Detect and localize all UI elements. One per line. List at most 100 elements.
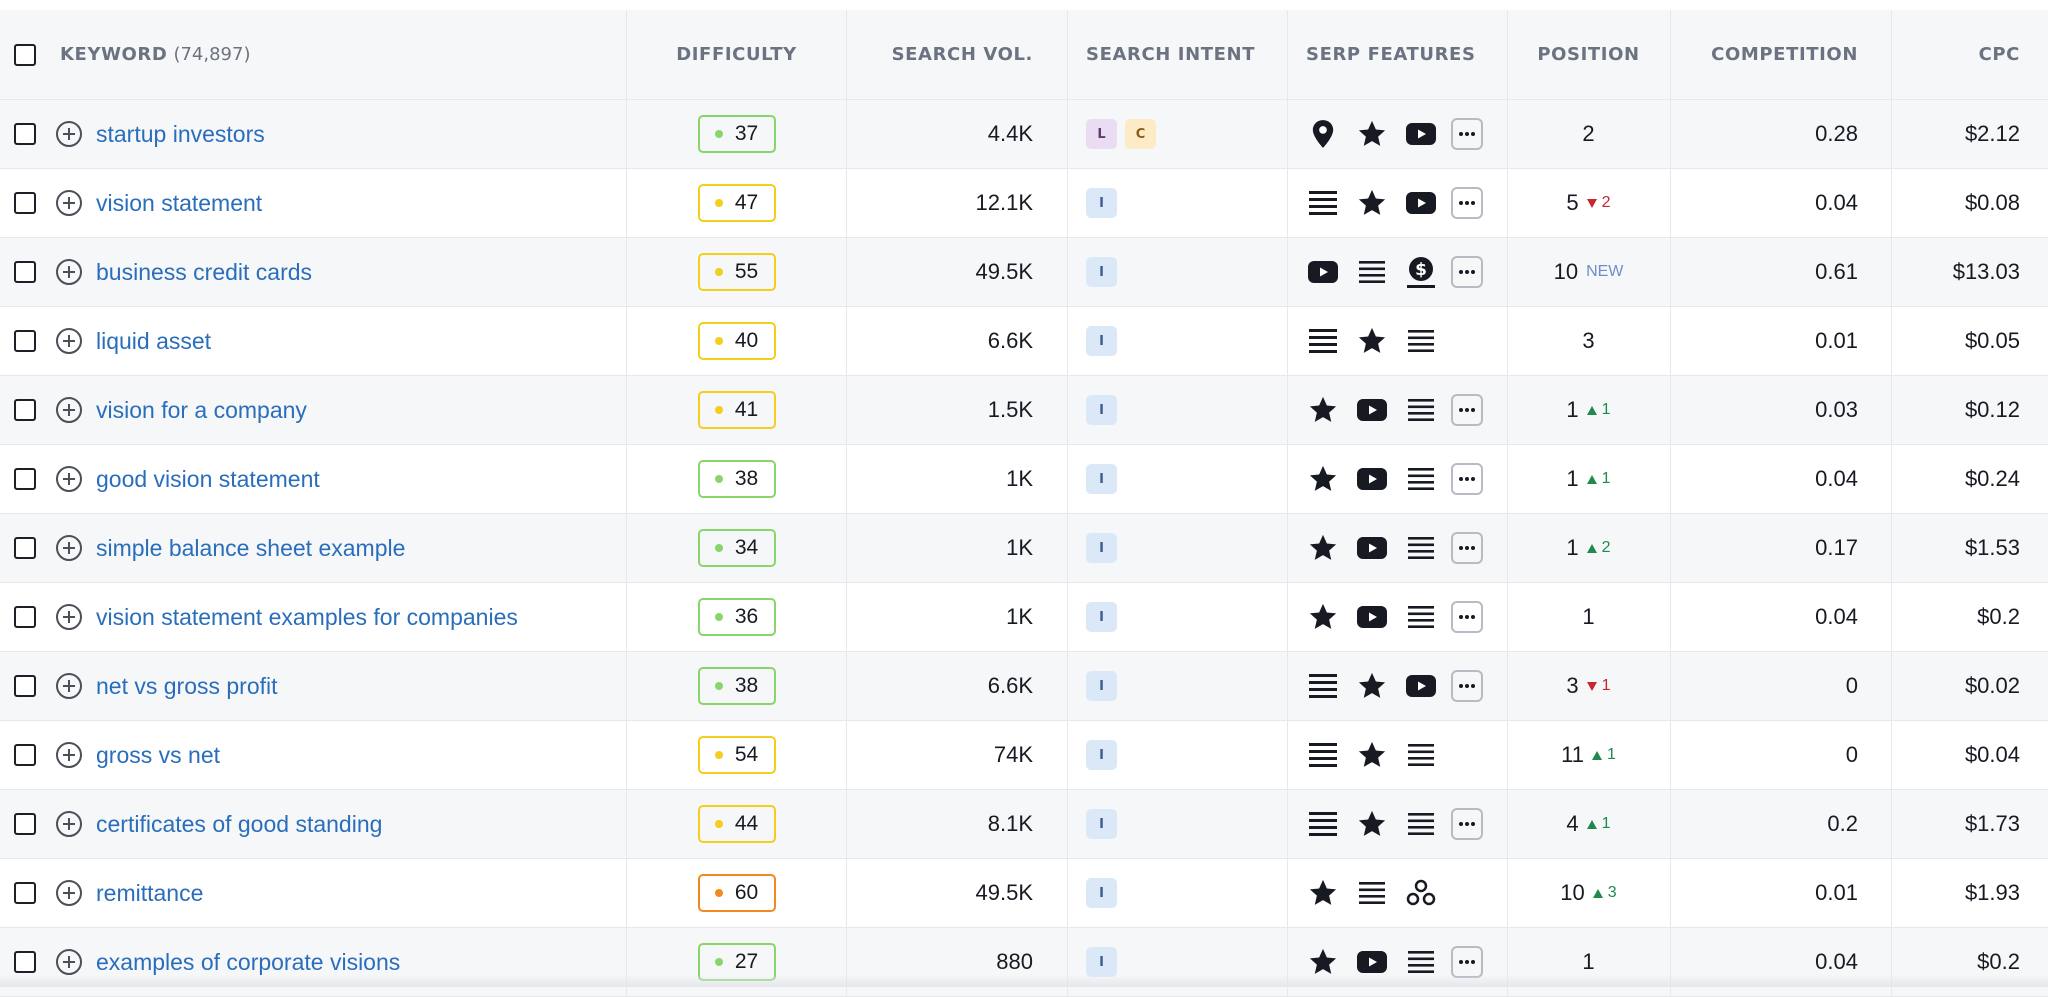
row-checkbox[interactable] [14, 675, 36, 697]
keyword-link[interactable]: good vision statement [96, 466, 320, 493]
ads-icon[interactable]: $ [1402, 253, 1440, 291]
add-to-list-icon[interactable] [56, 397, 82, 423]
video-icon[interactable] [1402, 184, 1440, 222]
intent-badge-i[interactable]: I [1086, 878, 1117, 908]
keyword-link[interactable]: certificates of good standing [96, 811, 382, 838]
keyword-link[interactable]: examples of corporate visions [96, 949, 400, 976]
video-icon[interactable] [1353, 391, 1391, 429]
featured-snippet-icon[interactable] [1304, 805, 1342, 843]
more-features-button[interactable] [1451, 394, 1483, 426]
header-search-vol[interactable]: SEARCH VOL. [847, 10, 1033, 99]
list-icon[interactable] [1402, 322, 1440, 360]
more-features-button[interactable] [1451, 808, 1483, 840]
row-checkbox[interactable] [14, 606, 36, 628]
keyword-link[interactable]: business credit cards [96, 259, 312, 286]
video-icon[interactable] [1402, 115, 1440, 153]
row-checkbox[interactable] [14, 399, 36, 421]
add-to-list-icon[interactable] [56, 535, 82, 561]
carousel-icon[interactable] [1402, 874, 1440, 912]
add-to-list-icon[interactable] [56, 880, 82, 906]
intent-badge-i[interactable]: I [1086, 671, 1117, 701]
video-icon[interactable] [1304, 253, 1342, 291]
add-to-list-icon[interactable] [56, 466, 82, 492]
star-icon[interactable] [1353, 115, 1391, 153]
add-to-list-icon[interactable] [56, 259, 82, 285]
list-icon[interactable] [1402, 805, 1440, 843]
video-icon[interactable] [1353, 529, 1391, 567]
row-checkbox[interactable] [14, 537, 36, 559]
more-features-button[interactable] [1451, 946, 1483, 978]
intent-badge-c[interactable]: C [1125, 119, 1156, 149]
intent-badge-i[interactable]: I [1086, 464, 1117, 494]
intent-badge-i[interactable]: I [1086, 533, 1117, 563]
header-keyword[interactable]: KEYWORD (74,897) [60, 10, 250, 99]
keyword-link[interactable]: simple balance sheet example [96, 535, 405, 562]
keyword-link[interactable]: remittance [96, 880, 203, 907]
add-to-list-icon[interactable] [56, 190, 82, 216]
more-features-button[interactable] [1451, 601, 1483, 633]
list-icon[interactable] [1402, 391, 1440, 429]
keyword-link[interactable]: vision statement [96, 190, 262, 217]
map-pin-icon[interactable] [1304, 115, 1342, 153]
featured-snippet-icon[interactable] [1304, 667, 1342, 705]
add-to-list-icon[interactable] [56, 742, 82, 768]
intent-badge-i[interactable]: I [1086, 395, 1117, 425]
star-icon[interactable] [1304, 874, 1342, 912]
list-icon[interactable] [1402, 529, 1440, 567]
star-icon[interactable] [1304, 529, 1342, 567]
add-to-list-icon[interactable] [56, 811, 82, 837]
featured-snippet-icon[interactable] [1304, 184, 1342, 222]
more-features-button[interactable] [1451, 532, 1483, 564]
row-checkbox[interactable] [14, 123, 36, 145]
video-icon[interactable] [1353, 598, 1391, 636]
add-to-list-icon[interactable] [56, 328, 82, 354]
keyword-link[interactable]: gross vs net [96, 742, 220, 769]
list-icon[interactable] [1402, 598, 1440, 636]
keyword-link[interactable]: startup investors [96, 121, 265, 148]
more-features-button[interactable] [1451, 463, 1483, 495]
intent-badge-i[interactable]: I [1086, 809, 1117, 839]
row-checkbox[interactable] [14, 813, 36, 835]
row-checkbox[interactable] [14, 330, 36, 352]
intent-badge-i[interactable]: I [1086, 602, 1117, 632]
star-icon[interactable] [1353, 667, 1391, 705]
intent-badge-i[interactable]: I [1086, 326, 1117, 356]
keyword-link[interactable]: vision for a company [96, 397, 307, 424]
row-checkbox[interactable] [14, 261, 36, 283]
row-checkbox[interactable] [14, 882, 36, 904]
keyword-link[interactable]: liquid asset [96, 328, 211, 355]
more-features-button[interactable] [1451, 118, 1483, 150]
select-all-checkbox[interactable] [14, 44, 36, 66]
keyword-link[interactable]: vision statement examples for companies [96, 604, 518, 631]
row-checkbox[interactable] [14, 468, 36, 490]
star-icon[interactable] [1304, 460, 1342, 498]
list-icon[interactable] [1353, 253, 1391, 291]
list-icon[interactable] [1402, 736, 1440, 774]
intent-badge-i[interactable]: I [1086, 257, 1117, 287]
more-features-button[interactable] [1451, 187, 1483, 219]
header-competition[interactable]: COMPETITION [1671, 10, 1858, 99]
star-icon[interactable] [1304, 391, 1342, 429]
row-checkbox[interactable] [14, 744, 36, 766]
featured-snippet-icon[interactable] [1304, 322, 1342, 360]
add-to-list-icon[interactable] [56, 673, 82, 699]
row-checkbox[interactable] [14, 951, 36, 973]
star-icon[interactable] [1304, 598, 1342, 636]
add-to-list-icon[interactable] [56, 949, 82, 975]
add-to-list-icon[interactable] [56, 121, 82, 147]
header-position[interactable]: POSITION [1508, 10, 1669, 99]
featured-snippet-icon[interactable] [1304, 736, 1342, 774]
intent-badge-i[interactable]: I [1086, 947, 1117, 977]
intent-badge-i[interactable]: I [1086, 740, 1117, 770]
star-icon[interactable] [1353, 736, 1391, 774]
video-icon[interactable] [1402, 667, 1440, 705]
list-icon[interactable] [1353, 874, 1391, 912]
keyword-link[interactable]: net vs gross profit [96, 673, 278, 700]
star-icon[interactable] [1353, 322, 1391, 360]
star-icon[interactable] [1353, 184, 1391, 222]
more-features-button[interactable] [1451, 670, 1483, 702]
row-checkbox[interactable] [14, 192, 36, 214]
intent-badge-l[interactable]: L [1086, 119, 1117, 149]
list-icon[interactable] [1402, 460, 1440, 498]
video-icon[interactable] [1353, 460, 1391, 498]
